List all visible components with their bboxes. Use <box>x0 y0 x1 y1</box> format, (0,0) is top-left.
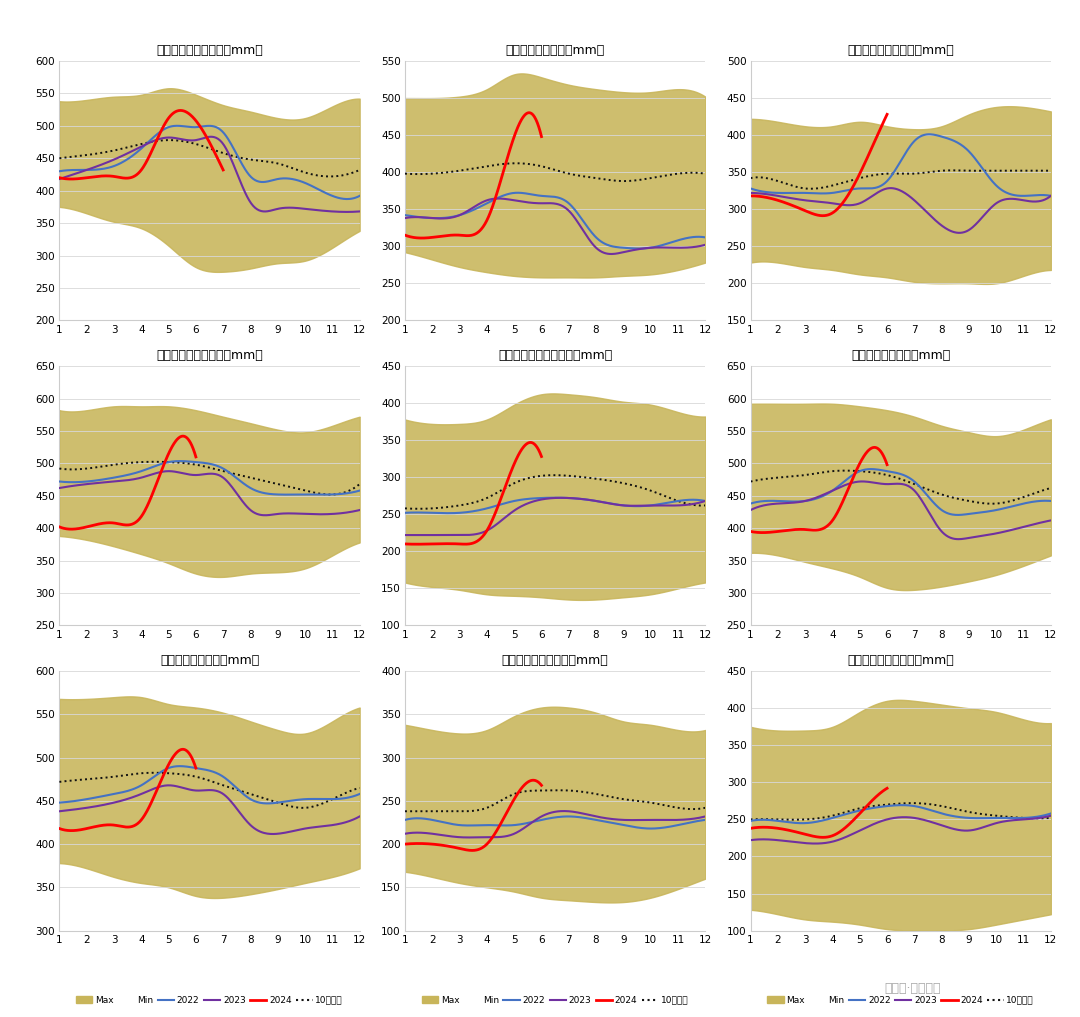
Legend: Max, Min, 2022, 2023, 2024, 10年均值: Max, Min, 2022, 2023, 2024, 10年均值 <box>418 993 692 1008</box>
Title: 内布拉斯加州土壤墒情（mm）: 内布拉斯加州土壤墒情（mm） <box>498 349 612 362</box>
Legend: Max, Min, 2022, 2023, 2024, 10年均值: Max, Min, 2022, 2023, 2024, 10年均值 <box>764 993 1038 1008</box>
Legend: Max, Min, 2022, 2023, 2024, 10年均值: Max, Min, 2022, 2023, 2024, 10年均值 <box>418 382 692 398</box>
Legend: Max, Min, 2022, 2023, 2024, 10年均值: Max, Min, 2022, 2023, 2024, 10年均值 <box>764 687 1038 703</box>
Title: 南达科他州土壤墒情（mm）: 南达科他州土壤墒情（mm） <box>848 654 954 667</box>
Title: 爱荷华州土壤墒情（mm）: 爱荷华州土壤墒情（mm） <box>505 44 605 57</box>
Text: 公众号·国富研究: 公众号·国富研究 <box>885 981 941 995</box>
Legend: Max, Min, 2022, 2023, 2024, 10年均值: Max, Min, 2022, 2023, 2024, 10年均值 <box>72 382 347 398</box>
Title: 北达科他州土壤墒情（mm）: 北达科他州土壤墒情（mm） <box>502 654 608 667</box>
Title: 明尼苏达州土壤墒情（mm）: 明尼苏达州土壤墒情（mm） <box>848 44 954 57</box>
Title: 印第安纳州土壤墒情（mm）: 印第安纳州土壤墒情（mm） <box>157 349 262 362</box>
Legend: Max, Min, 2022, 2023, 2024, 10年均值: Max, Min, 2022, 2023, 2024, 10年均值 <box>764 382 1038 398</box>
Legend: Max, Min, 2022, 2023, 2024, 10年均值: Max, Min, 2022, 2023, 2024, 10年均值 <box>418 687 692 703</box>
Title: 伊利诺伊州土壤墒情（mm）: 伊利诺伊州土壤墒情（mm） <box>157 44 262 57</box>
Title: 俄亥俄州土壤墒情（mm）: 俄亥俄州土壤墒情（mm） <box>160 654 259 667</box>
Title: 密苏里州土壤墒情（mm）: 密苏里州土壤墒情（mm） <box>851 349 950 362</box>
Legend: Max, Min, 2022, 2023, 2024, 10年均值: Max, Min, 2022, 2023, 2024, 10年均值 <box>72 993 347 1008</box>
Legend: Max, Min, 2022, 2023, 2024, 10年均值: Max, Min, 2022, 2023, 2024, 10年均值 <box>72 687 347 703</box>
